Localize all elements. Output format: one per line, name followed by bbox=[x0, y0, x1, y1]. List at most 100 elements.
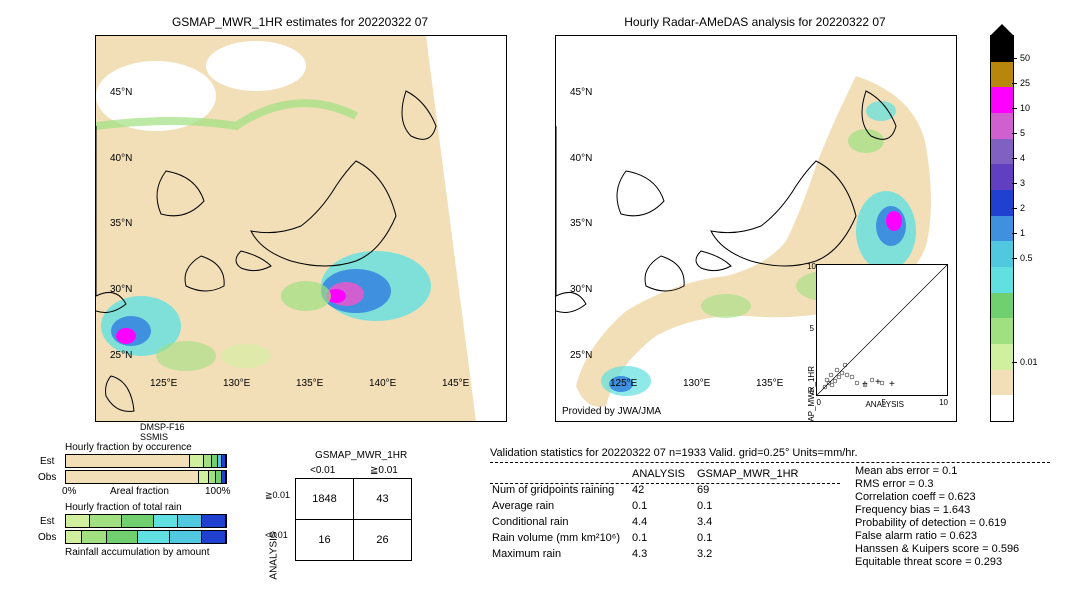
colorbar-label: 5 bbox=[1020, 128, 1025, 138]
lon-tick: 135°E bbox=[756, 378, 783, 389]
val-col0: ANALYSIS bbox=[632, 467, 695, 481]
cont-cell: 43 bbox=[354, 479, 412, 520]
val-label: Maximum rain bbox=[492, 547, 630, 561]
lat-tick: 35°N bbox=[110, 218, 132, 229]
metric-line: RMS error = 0.3 bbox=[855, 478, 1019, 490]
colorbar-label: 3 bbox=[1020, 178, 1025, 188]
frac-row: Obs bbox=[38, 472, 56, 483]
colorbar-label: 4 bbox=[1020, 153, 1025, 163]
lat-tick: 30°N bbox=[110, 284, 132, 295]
metric-line: Mean abs error = 0.1 bbox=[855, 465, 1019, 477]
lon-tick: 140°E bbox=[369, 378, 396, 389]
right-footer: Provided by JWA/JMA bbox=[562, 406, 661, 417]
left-footer2: SSMIS bbox=[140, 432, 168, 442]
metric-line: Equitable threat score = 0.293 bbox=[855, 556, 1019, 568]
frac-xlabel: 100% bbox=[205, 486, 231, 497]
val-col1: GSMAP_MWR_1HR bbox=[697, 467, 808, 481]
metrics-list: Mean abs error = 0.1RMS error = 0.3Corre… bbox=[855, 465, 1019, 569]
val-a: 0.1 bbox=[632, 499, 695, 513]
metric-line: False alarm ratio = 0.623 bbox=[855, 530, 1019, 542]
scatter-panel: + + + bbox=[816, 264, 948, 396]
lon-tick: 135°E bbox=[296, 378, 323, 389]
validation-title: Validation statistics for 20220322 07 n=… bbox=[490, 447, 858, 459]
svg-text:+: + bbox=[862, 379, 868, 390]
root: GSMAP_MWR_1HR estimates for 20220322 07 bbox=[10, 10, 1070, 602]
scatter-tick: 0 bbox=[810, 387, 814, 396]
val-label: Rain volume (mm km²10⁶) bbox=[492, 531, 630, 545]
scatter-tick: 10 bbox=[807, 262, 816, 271]
lon-tick: 145°E bbox=[442, 378, 469, 389]
cont-cell: 1848 bbox=[296, 479, 354, 520]
lon-tick: 130°E bbox=[683, 378, 710, 389]
lat-tick: 35°N bbox=[570, 218, 592, 229]
val-b: 0.1 bbox=[697, 499, 808, 513]
cont-cell: 16 bbox=[296, 520, 354, 561]
val-b: 69 bbox=[697, 483, 808, 497]
validation-table: ANALYSISGSMAP_MWR_1HR Num of gridpoints … bbox=[490, 465, 810, 563]
occurrence-est-bar bbox=[65, 454, 227, 468]
colorbar-label: 2 bbox=[1020, 203, 1025, 213]
lat-tick: 25°N bbox=[570, 350, 592, 361]
colorbar-label: 0.5 bbox=[1020, 253, 1033, 263]
contingency-table: 184843 1626 bbox=[295, 478, 412, 561]
divider bbox=[490, 462, 1050, 463]
colorbar-label: 25 bbox=[1020, 78, 1030, 88]
frac-xlabel: Areal fraction bbox=[110, 486, 169, 497]
frac-xlabel: 0% bbox=[62, 486, 76, 497]
val-label: Num of gridpoints raining bbox=[492, 483, 630, 497]
frac-row: Est bbox=[40, 456, 54, 467]
lat-tick: 25°N bbox=[110, 350, 132, 361]
frac-row: Obs bbox=[38, 532, 56, 543]
cont-cell: 26 bbox=[354, 520, 412, 561]
val-label: Average rain bbox=[492, 499, 630, 513]
occurrence-obs-bar bbox=[65, 470, 227, 484]
cont-row0: ≧0.01 bbox=[265, 490, 290, 501]
scatter-tick: 5 bbox=[810, 324, 814, 333]
lon-tick: 125°E bbox=[610, 378, 637, 389]
lat-tick: 30°N bbox=[570, 284, 592, 295]
cont-title: GSMAP_MWR_1HR bbox=[315, 450, 407, 461]
scatter-tick: 0 bbox=[817, 398, 821, 407]
lat-tick: 40°N bbox=[110, 153, 132, 164]
cont-col1: ≧0.01 bbox=[370, 465, 398, 476]
svg-text:+: + bbox=[889, 379, 895, 390]
frac-title3: Rainfall accumulation by amount bbox=[65, 547, 210, 558]
colorbar-label: 10 bbox=[1020, 103, 1030, 113]
right-map-title: Hourly Radar-AMeDAS analysis for 2022032… bbox=[555, 15, 955, 29]
divider bbox=[490, 483, 840, 484]
val-a: 0.1 bbox=[632, 531, 695, 545]
val-label: Conditional rain bbox=[492, 515, 630, 529]
scatter-tick: 5 bbox=[882, 398, 886, 407]
colorbar-label: 50 bbox=[1020, 53, 1030, 63]
lat-tick: 45°N bbox=[570, 87, 592, 98]
metric-line: Frequency bias = 1.643 bbox=[855, 504, 1019, 516]
colorbar-label: 0.01 bbox=[1020, 357, 1038, 367]
totalrain-est-bar bbox=[65, 514, 227, 528]
colorbar bbox=[990, 35, 1014, 422]
frac-title1: Hourly fraction by occurence bbox=[65, 442, 192, 453]
scatter-tick: 10 bbox=[939, 398, 948, 407]
metric-line: Probability of detection = 0.619 bbox=[855, 517, 1019, 529]
frac-title2: Hourly fraction of total rain bbox=[65, 502, 182, 513]
lat-tick: 40°N bbox=[570, 153, 592, 164]
right-map: + + + ANALYSIS GSMAP_MWR_1HR 0 5 10 0 5 … bbox=[555, 35, 957, 422]
left-map-title: GSMAP_MWR_1HR estimates for 20220322 07 bbox=[95, 15, 505, 29]
metric-line: Correlation coeff = 0.623 bbox=[855, 491, 1019, 503]
val-b: 3.2 bbox=[697, 547, 808, 561]
cont-row1: <0.01 bbox=[265, 530, 288, 540]
colorbar-label: 1 bbox=[1020, 228, 1025, 238]
lon-tick: 125°E bbox=[150, 378, 177, 389]
val-a: 4.3 bbox=[632, 547, 695, 561]
cont-col0: <0.01 bbox=[310, 465, 335, 476]
val-b: 0.1 bbox=[697, 531, 808, 545]
lat-tick: 45°N bbox=[110, 87, 132, 98]
frac-row: Est bbox=[40, 516, 54, 527]
lon-tick: 130°E bbox=[223, 378, 250, 389]
val-a: 4.4 bbox=[632, 515, 695, 529]
val-a: 42 bbox=[632, 483, 695, 497]
left-map bbox=[95, 35, 507, 422]
svg-text:+: + bbox=[875, 377, 881, 388]
metric-line: Hanssen & Kuipers score = 0.596 bbox=[855, 543, 1019, 555]
totalrain-obs-bar bbox=[65, 530, 227, 544]
val-b: 3.4 bbox=[697, 515, 808, 529]
